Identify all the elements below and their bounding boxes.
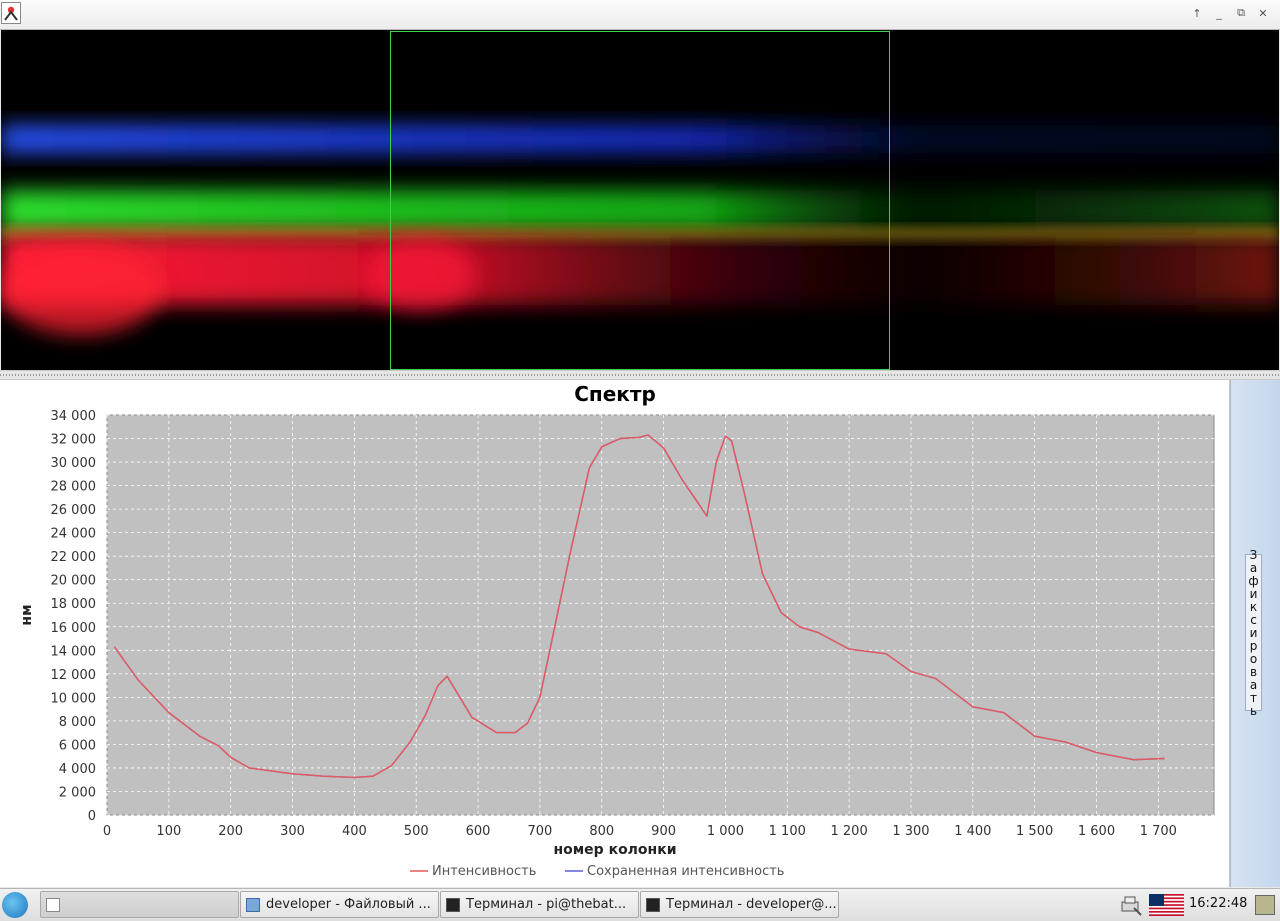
y-tick-label: 16 000 bbox=[51, 621, 97, 636]
y-tick-label: 20 000 bbox=[51, 574, 97, 589]
x-tick-label: 600 bbox=[466, 824, 491, 839]
legend-label: Сохраненная интенсивность bbox=[587, 864, 784, 879]
restore-icon[interactable]: ⧉ bbox=[1237, 6, 1245, 19]
terminal-icon bbox=[446, 897, 460, 912]
x-tick-label: 100 bbox=[156, 824, 181, 839]
x-tick-label: 200 bbox=[218, 824, 243, 839]
y-tick-label: 18 000 bbox=[51, 597, 97, 612]
task-label: Терминал - pi@thebat... bbox=[466, 897, 627, 912]
taskbar-item-terminal-pi[interactable]: Терминал - pi@thebat... bbox=[440, 891, 639, 918]
y-axis-label: нм bbox=[19, 604, 35, 625]
x-tick-label: 0 bbox=[103, 824, 111, 839]
folder-icon bbox=[246, 897, 260, 912]
legend-label: Интенсивность bbox=[432, 864, 536, 879]
x-tick-label: 1 200 bbox=[831, 824, 868, 839]
x-tick-label: 1 500 bbox=[1016, 824, 1053, 839]
x-tick-label: 500 bbox=[404, 824, 429, 839]
x-tick-label: 1 700 bbox=[1140, 824, 1177, 839]
y-tick-label: 26 000 bbox=[51, 503, 97, 518]
taskbar-item-terminal-developer[interactable]: Терминал - developer@... bbox=[640, 891, 839, 918]
spectrum-camera-image[interactable] bbox=[1, 30, 1279, 370]
x-tick-label: 800 bbox=[589, 824, 614, 839]
fix-button-label: Зафиксировать bbox=[1246, 548, 1261, 717]
window-titlebar: ↑ _ ⧉ ✕ bbox=[0, 0, 1280, 30]
spectrum-image-render bbox=[1, 30, 1279, 370]
java-app-icon bbox=[46, 897, 60, 912]
series-line-0 bbox=[113, 434, 1165, 779]
clock[interactable]: 16:22:48 bbox=[1189, 896, 1248, 911]
x-tick-label: 700 bbox=[527, 824, 552, 839]
x-tick-label: 400 bbox=[342, 824, 367, 839]
y-tick-label: 28 000 bbox=[51, 480, 97, 495]
y-tick-label: 24 000 bbox=[51, 527, 97, 542]
network-icon[interactable] bbox=[1120, 894, 1142, 916]
taskbar-item-file-manager[interactable]: developer - Файловый ... bbox=[240, 891, 439, 918]
y-tick-label: 32 000 bbox=[51, 433, 97, 448]
task-label: developer - Файловый ... bbox=[266, 897, 431, 912]
side-control-panel: Зафиксировать bbox=[1230, 380, 1280, 887]
split-pane-divider[interactable] bbox=[0, 370, 1280, 380]
fix-spectrum-button[interactable]: Зафиксировать bbox=[1245, 548, 1262, 717]
start-menu-icon[interactable] bbox=[2, 892, 28, 918]
x-axis-label: номер колонки bbox=[553, 842, 676, 858]
x-tick-label: 1 600 bbox=[1078, 824, 1115, 839]
show-desktop-icon[interactable] bbox=[1255, 895, 1275, 915]
pin-icon[interactable]: ↑ bbox=[1192, 6, 1202, 20]
taskbar-item-java-app[interactable] bbox=[40, 891, 239, 918]
y-tick-label: 34 000 bbox=[51, 409, 97, 424]
plot-area bbox=[106, 414, 1215, 816]
y-tick-label: 10 000 bbox=[51, 691, 97, 706]
y-tick-label: 12 000 bbox=[51, 668, 97, 683]
x-tick-label: 1 300 bbox=[892, 824, 929, 839]
y-tick-label: 4 000 bbox=[59, 762, 96, 777]
y-tick-label: 0 bbox=[88, 809, 96, 824]
x-tick-label: 1 000 bbox=[707, 824, 744, 839]
task-label: Терминал - developer@... bbox=[666, 897, 837, 912]
java-app-icon[interactable] bbox=[1, 2, 21, 24]
chart-legend: Интенсивность Сохраненная интенсивность bbox=[410, 864, 784, 879]
y-tick-label: 14 000 bbox=[51, 644, 97, 659]
y-tick-label: 22 000 bbox=[51, 550, 97, 565]
close-icon[interactable]: ✕ bbox=[1258, 6, 1268, 20]
spectrum-chart-panel: Спектр 0 100 200 300 400 500 600 700 800 900 1 000… bbox=[0, 380, 1230, 887]
x-tick-label: 1 100 bbox=[769, 824, 806, 839]
taskbar: developer - Файловый ... Терминал - pi@t… bbox=[0, 888, 1280, 921]
selection-rectangle[interactable] bbox=[390, 31, 890, 370]
x-tick-label: 1 400 bbox=[954, 824, 991, 839]
y-tick-label: 8 000 bbox=[59, 715, 96, 730]
spectrum-chart: Спектр 0 100 200 300 400 500 600 700 800 900 1 000… bbox=[19, 382, 1215, 879]
terminal-icon bbox=[646, 897, 660, 912]
x-tick-label: 900 bbox=[651, 824, 676, 839]
y-tick-label: 30 000 bbox=[51, 456, 97, 471]
us-flag-icon[interactable] bbox=[1149, 894, 1184, 916]
x-tick-label: 300 bbox=[280, 824, 305, 839]
chart-title: Спектр bbox=[574, 382, 656, 406]
minimize-icon[interactable]: _ bbox=[1216, 6, 1222, 20]
y-tick-label: 6 000 bbox=[59, 738, 96, 753]
y-tick-label: 2 000 bbox=[59, 785, 96, 800]
